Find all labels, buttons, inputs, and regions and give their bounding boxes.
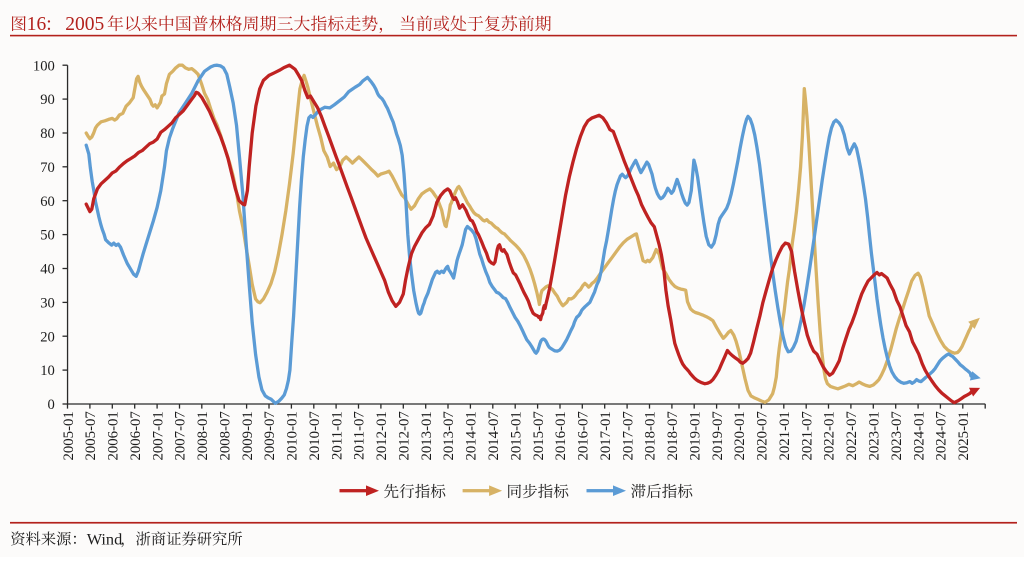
svg-text:2017-01: 2017-01 (598, 411, 614, 460)
svg-text:2008-01: 2008-01 (195, 411, 211, 460)
svg-text:2020-07: 2020-07 (755, 411, 771, 460)
svg-text:10: 10 (40, 363, 55, 379)
svg-text:50: 50 (40, 228, 55, 244)
svg-text:2009-01: 2009-01 (240, 411, 256, 460)
svg-text:2018-07: 2018-07 (665, 411, 681, 460)
svg-text:2023-01: 2023-01 (867, 411, 883, 460)
svg-text:2006-01: 2006-01 (106, 411, 122, 460)
svg-text:2011-07: 2011-07 (352, 411, 368, 460)
svg-text:2011-01: 2011-01 (329, 411, 345, 460)
svg-text:0: 0 (48, 397, 55, 413)
svg-text:2015-01: 2015-01 (508, 411, 524, 460)
svg-text:2019-07: 2019-07 (710, 411, 726, 460)
svg-text:2014-07: 2014-07 (486, 411, 502, 460)
svg-text:2007-07: 2007-07 (173, 411, 189, 460)
svg-text:16:: 16: (27, 14, 52, 35)
svg-text:2008-07: 2008-07 (217, 411, 233, 460)
svg-text:2022-07: 2022-07 (844, 411, 860, 460)
svg-text:2016-07: 2016-07 (576, 411, 592, 460)
svg-text:40: 40 (40, 262, 55, 278)
svg-text:2013-01: 2013-01 (419, 411, 435, 460)
svg-text:2005-01: 2005-01 (61, 411, 77, 460)
svg-text:2019-01: 2019-01 (687, 411, 703, 460)
svg-text:2021-07: 2021-07 (799, 411, 815, 460)
svg-text:Wind: Wind (87, 529, 123, 548)
svg-text:2007-01: 2007-01 (150, 411, 166, 460)
svg-text:2016-01: 2016-01 (553, 411, 569, 460)
svg-text:60: 60 (40, 194, 55, 210)
svg-text:80: 80 (40, 126, 55, 142)
svg-text:2012-07: 2012-07 (397, 411, 413, 460)
svg-text:2013-07: 2013-07 (441, 411, 457, 460)
svg-text:90: 90 (40, 92, 55, 108)
svg-text:2023-07: 2023-07 (889, 411, 905, 460)
svg-text:2010-07: 2010-07 (307, 411, 323, 460)
svg-text:2018-01: 2018-01 (643, 411, 659, 460)
svg-text:2024-07: 2024-07 (934, 411, 950, 460)
svg-text:2012-01: 2012-01 (374, 411, 390, 460)
svg-text:2020-01: 2020-01 (732, 411, 748, 460)
svg-text:2009-07: 2009-07 (262, 411, 278, 460)
svg-text:30: 30 (40, 296, 55, 312)
svg-text:2017-07: 2017-07 (620, 411, 636, 460)
svg-text:2022-01: 2022-01 (822, 411, 838, 460)
svg-text:2025-01: 2025-01 (956, 411, 972, 460)
svg-text:2005-07: 2005-07 (83, 411, 99, 460)
svg-text:2024-01: 2024-01 (911, 411, 927, 460)
svg-text:2014-01: 2014-01 (464, 411, 480, 460)
svg-text:2021-01: 2021-01 (777, 411, 793, 460)
svg-text:100: 100 (33, 58, 55, 74)
svg-text:2006-07: 2006-07 (128, 411, 144, 460)
svg-text:70: 70 (40, 160, 55, 176)
svg-text:2005: 2005 (65, 14, 104, 35)
svg-text:2015-07: 2015-07 (531, 411, 547, 460)
svg-text:2010-01: 2010-01 (285, 411, 301, 460)
svg-text:20: 20 (40, 329, 55, 345)
